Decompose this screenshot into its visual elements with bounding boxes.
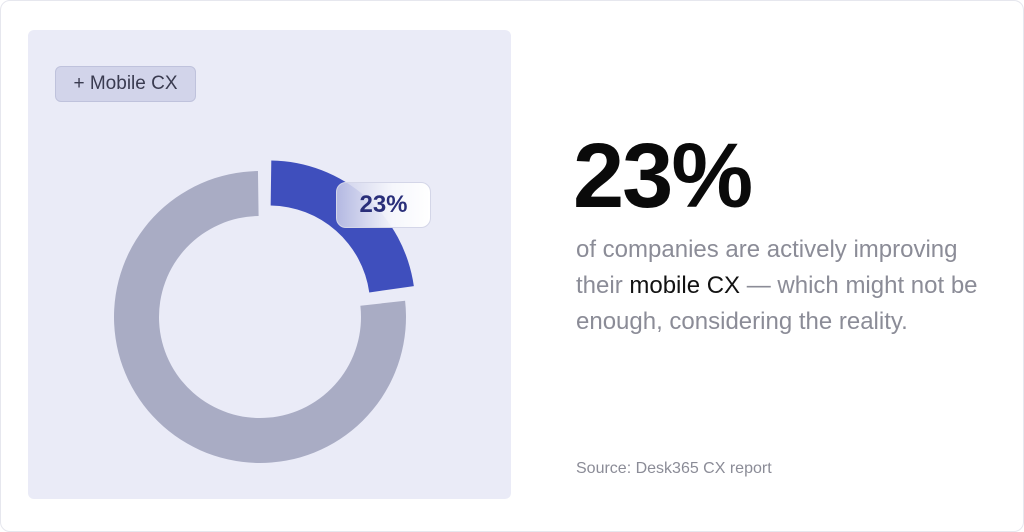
description-text-after: — which might not be enough, considering… — [576, 272, 978, 335]
percentage-data-label: 23% — [336, 182, 431, 228]
description-highlight: mobile CX — [629, 272, 741, 299]
mobile-cx-tag: + Mobile CX — [55, 66, 196, 102]
headline-stat: 23% — [573, 125, 753, 227]
source-note: Source: Desk365 CX report — [576, 460, 772, 477]
description-text-before: of companies are actively improving thei… — [576, 236, 958, 299]
stat-description: of companies are actively improving thei… — [576, 232, 1006, 340]
